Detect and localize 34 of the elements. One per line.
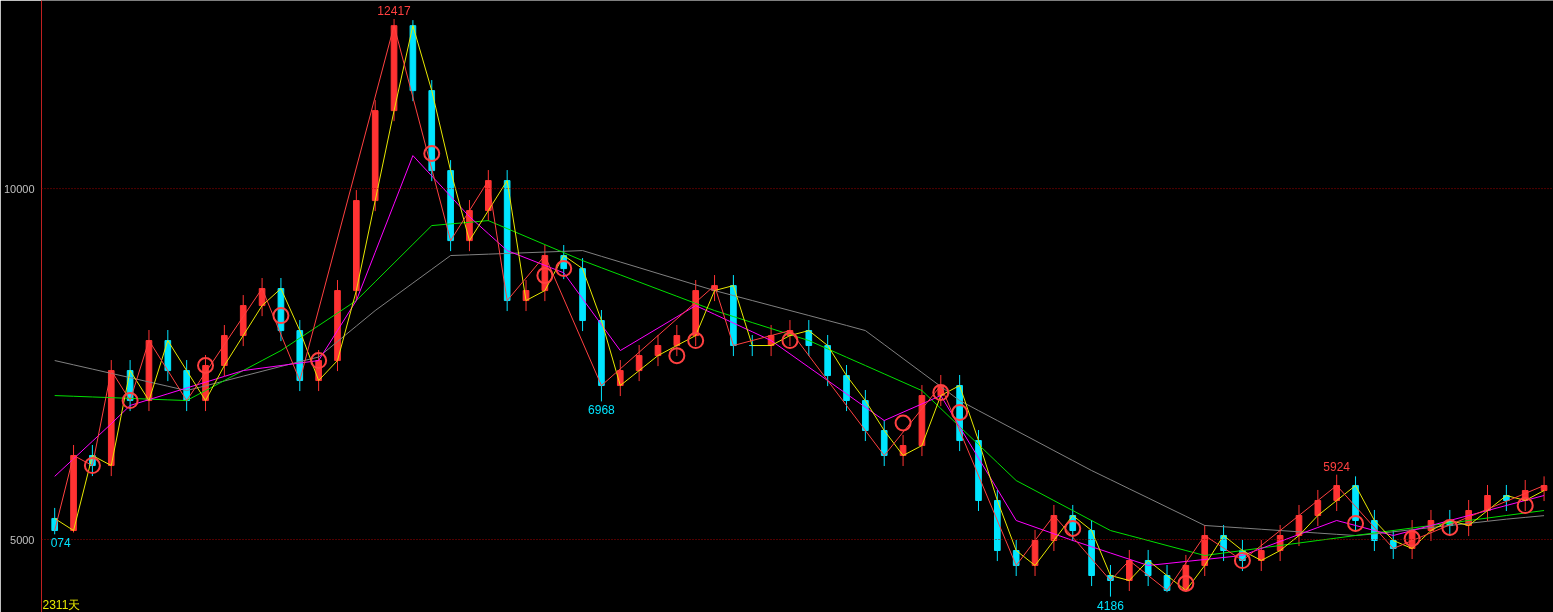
- annotation: 12417: [377, 3, 412, 18]
- point: [1233, 552, 1251, 570]
- point: [121, 392, 139, 410]
- point: [1403, 530, 1421, 548]
- annotation: 2311天: [42, 597, 81, 612]
- candlestick: [1257, 539, 1265, 572]
- annotation: 5924: [1323, 459, 1351, 474]
- annotation: 6968: [588, 403, 616, 418]
- y-tick-label: 10000: [3, 182, 35, 195]
- point: [668, 347, 686, 365]
- point: [951, 403, 969, 421]
- point: [781, 332, 799, 350]
- point: [1064, 520, 1082, 537]
- point: [687, 332, 705, 350]
- candlestick: [1540, 475, 1548, 502]
- point: [310, 352, 328, 370]
- point: [1177, 575, 1195, 592]
- point: [83, 457, 101, 475]
- point: [932, 384, 950, 402]
- annotation: 074: [50, 536, 72, 551]
- point: [1347, 515, 1365, 532]
- point: [272, 307, 290, 325]
- candlestick: [673, 324, 681, 357]
- point: [1516, 497, 1534, 515]
- point: [536, 267, 554, 285]
- candlestick: [635, 344, 643, 382]
- annotation: 4186: [1097, 598, 1125, 612]
- point: [423, 145, 441, 162]
- point: [555, 260, 573, 278]
- point: [1441, 519, 1459, 536]
- candlestick: [1314, 489, 1322, 527]
- point: [197, 357, 215, 375]
- y-tick-label: 5000: [10, 533, 35, 546]
- point: [894, 414, 912, 432]
